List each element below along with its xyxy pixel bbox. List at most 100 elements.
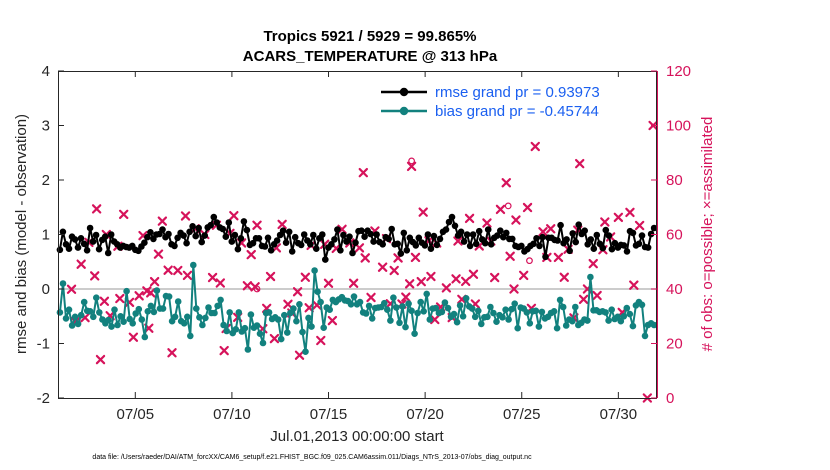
data-point-bias [217,296,224,304]
x-tick-label: 07/20 [406,406,444,423]
obs-assimilated-marker [66,284,77,294]
obs-assimilated-marker [91,204,102,214]
data-point-rmse [107,231,115,238]
data-point-rmse [575,221,582,228]
x-axis-label: Jul.01,2013 00:00:00 start [270,428,444,445]
obs-assimilated-marker [464,213,475,224]
data-point-bias [211,309,218,317]
data-point-rmse [144,233,151,241]
data-point-rmse [460,238,468,245]
data-point-bias [584,317,591,324]
obs-assimilated-marker [283,299,293,309]
data-point-rmse [542,253,549,261]
data-point-rmse [509,235,516,243]
y-tick-label-left: 1 [42,227,50,244]
data-point-rmse [80,240,88,248]
data-point-bias [450,310,458,318]
data-point-rmse [424,231,432,238]
obs-assimilated-marker [530,141,540,152]
data-point-rmse [448,213,456,221]
data-point-bias [553,324,561,332]
legend-marker-bias [399,106,409,116]
legend-label-bias: bias grand pr = -0.45744 [435,103,599,120]
legend-marker-rmse [399,87,409,97]
data-point-bias [608,306,615,314]
obs-assimilated-marker [453,236,463,246]
data-point-rmse [297,241,305,249]
data-point-rmse [300,231,308,238]
data-point-rmse [141,239,148,246]
data-point-bias [138,316,146,323]
data-point-bias [356,298,364,306]
data-point-bias [526,320,534,327]
data-point-rmse [210,213,218,221]
data-point-rmse [463,231,471,238]
y-tick-label-right: 100 [666,118,691,135]
obs-assimilated-marker [575,158,585,169]
data-point-rmse [497,227,504,234]
obs-assimilated-marker [265,271,276,282]
obs-assimilated-marker [451,274,461,284]
data-point-bias [241,324,249,332]
data-point-rmse [77,235,85,242]
obs-assimilated-marker [157,216,168,226]
data-point-bias [641,332,649,340]
obs-assimilated-marker [323,278,334,288]
data-point-bias [135,305,143,313]
data-point-rmse [104,249,112,257]
obs-assimilated-marker [173,265,183,276]
data-point-bias [384,306,391,314]
data-point-bias [320,324,328,332]
data-point-rmse [536,242,543,250]
data-point-rmse [322,256,329,263]
data-point-bias [605,317,612,324]
data-point-rmse [412,242,420,249]
data-point-bias [274,316,282,323]
obs-assimilated-marker [578,294,589,305]
data-point-rmse [174,234,181,242]
data-point-rmse [291,233,299,241]
data-point-bias [123,287,130,295]
data-point-rmse [584,241,591,248]
obs-assimilated-marker [511,215,521,225]
data-point-bias [468,305,476,312]
data-point-rmse [165,230,172,238]
data-point-rmse [487,241,495,248]
obs-assimilated-marker [348,278,359,288]
data-point-rmse [400,229,408,237]
data-point-rmse [605,232,613,239]
obs-assimilated-marker [118,209,129,220]
data-point-rmse [56,246,64,254]
data-point-rmse [397,250,405,257]
data-point-bias [196,314,203,321]
data-point-rmse [243,226,251,234]
data-point-bias [108,323,115,330]
data-point-bias [305,314,312,322]
data-point-bias [308,323,315,330]
data-point-rmse [159,226,166,233]
legend: rmse grand pr = 0.93973 bias grand pr = … [381,84,600,120]
obs-assimilated-marker [377,262,388,272]
data-point-rmse [279,227,287,234]
obs-assimilated-marker [592,290,602,301]
data-point-bias [141,333,149,341]
data-point-rmse [650,224,658,232]
data-point-rmse [319,231,326,238]
data-point-bias [247,311,255,318]
data-point-rmse [83,247,91,254]
data-point-rmse [433,241,441,249]
data-point-rmse [147,229,154,236]
data-point-bias [620,313,628,320]
data-point-rmse [346,233,353,240]
data-point-bias [68,322,76,329]
data-point-rmse [89,238,97,245]
data-point-rmse [629,229,637,237]
y-tick-label-right: 20 [666,336,683,353]
data-point-bias [86,308,94,315]
data-point-bias [150,308,158,316]
data-point-rmse [234,245,242,253]
data-point-bias [174,298,182,305]
data-point-bias [284,329,291,336]
data-point-rmse [484,226,492,233]
obs-assimilated-marker [416,276,426,287]
